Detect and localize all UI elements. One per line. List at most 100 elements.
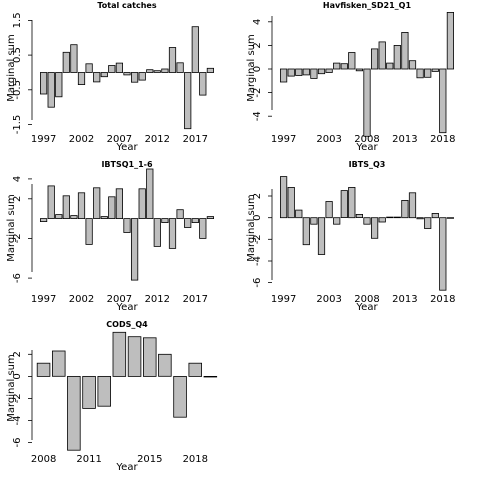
y-axis-label: Marginal sum bbox=[6, 194, 17, 262]
y-axis-label: Marginal sum bbox=[246, 34, 257, 102]
panel-title: Havfisken_SD21_Q1 bbox=[323, 1, 412, 10]
x-ticks: 2008 2011 2015 2018 bbox=[31, 454, 208, 465]
bars bbox=[40, 168, 214, 281]
y-tick-label: 0.5 bbox=[12, 47, 23, 63]
x-tick-label: 2012 bbox=[145, 134, 170, 145]
bar-2019 bbox=[206, 216, 214, 220]
y-tick-label: -6 bbox=[12, 273, 23, 283]
bar-2009 bbox=[370, 48, 379, 70]
bar-2016 bbox=[158, 353, 172, 377]
bars bbox=[40, 26, 214, 130]
bar-2004 bbox=[93, 187, 101, 219]
x-ticks: 1997 2002 2007 2012 2017 bbox=[31, 294, 208, 305]
panel-ibtsq1-1-6: IBTSQ1_1-6 Year Marginal sum 1997 2002 200… bbox=[6, 160, 214, 313]
bar-2013 bbox=[161, 68, 169, 73]
y-ticks: -4 -2 0 2 4 bbox=[252, 19, 272, 121]
panel-title: Total catches bbox=[97, 1, 156, 10]
x-axis-label: Year bbox=[115, 142, 138, 153]
x-tick-label: 2002 bbox=[69, 294, 94, 305]
bar-1999 bbox=[295, 68, 303, 76]
bar-2012 bbox=[97, 375, 112, 407]
bar-2016 bbox=[424, 68, 432, 78]
bar-2018 bbox=[199, 72, 207, 96]
y-tick-label: 2 bbox=[252, 42, 263, 48]
panel-havfisken-sd21-q1: Havfisken_SD21_Q1 Year Marginal sum 1997… bbox=[246, 1, 456, 153]
x-tick-label: 2013 bbox=[392, 294, 417, 305]
bar-1997 bbox=[279, 68, 288, 83]
x-tick-label: 2013 bbox=[392, 134, 417, 145]
bars bbox=[36, 331, 218, 451]
bar-2013 bbox=[401, 199, 409, 219]
y-ticks: -1.5 -0.5 0.5 1.5 bbox=[12, 12, 32, 134]
x-tick-label: 1997 bbox=[31, 134, 56, 145]
panel-cods-q4: CODS_Q4 Year Marginal sum 2008 2011 2015 20… bbox=[6, 320, 218, 473]
bar-2009 bbox=[370, 217, 379, 239]
bar-2003 bbox=[325, 68, 333, 73]
bar-2008 bbox=[363, 217, 371, 225]
panel-ibts-q3: IBTS_Q3 Year Marginal sum 1997 2003 2008 20… bbox=[246, 160, 456, 313]
bar-2001 bbox=[310, 217, 318, 225]
bar-2007 bbox=[115, 62, 123, 73]
x-tick-label: 2007 bbox=[107, 134, 132, 145]
panel-title: IBTSQ1_1-6 bbox=[101, 160, 153, 169]
bar-2011 bbox=[386, 62, 394, 70]
bar-1998 bbox=[47, 185, 55, 219]
x-tick-label: 2012 bbox=[145, 294, 170, 305]
bar-2002 bbox=[317, 217, 326, 255]
x-ticks: 1997 2002 2007 2012 2017 bbox=[31, 134, 208, 145]
bar-1998 bbox=[287, 186, 295, 219]
x-tick-label: 2007 bbox=[107, 294, 132, 305]
bar-2008 bbox=[363, 68, 371, 137]
bar-2009 bbox=[52, 350, 66, 377]
y-tick-label: 4 bbox=[12, 176, 23, 182]
bar-1997 bbox=[40, 218, 48, 223]
y-tick-label: -4 bbox=[252, 256, 263, 266]
bar-2019 bbox=[446, 11, 455, 70]
bar-2014 bbox=[168, 47, 177, 73]
bar-2012 bbox=[153, 70, 161, 73]
y-tick-label: -4 bbox=[12, 416, 23, 426]
bar-2013 bbox=[401, 32, 409, 70]
x-tick-label: 2011 bbox=[76, 454, 101, 465]
y-axis-label: Marginal sum bbox=[246, 194, 257, 262]
bar-2019 bbox=[446, 217, 455, 219]
bar-2012 bbox=[393, 45, 401, 70]
bar-2014 bbox=[408, 192, 417, 219]
bar-2017 bbox=[431, 68, 439, 72]
x-axis-label: Year bbox=[355, 142, 378, 153]
bar-2011 bbox=[146, 69, 154, 73]
y-ticks: -6 -2 2 4 bbox=[12, 176, 32, 283]
bar-2014 bbox=[168, 218, 177, 249]
bar-2002 bbox=[77, 72, 86, 86]
bar-2007 bbox=[355, 68, 364, 72]
bar-1998 bbox=[47, 72, 55, 108]
bar-2010 bbox=[138, 188, 146, 220]
bar-2010 bbox=[138, 72, 146, 81]
bar-2012 bbox=[153, 218, 161, 247]
bar-2013 bbox=[161, 218, 169, 224]
y-ticks: -6 -4 -2 0 2 bbox=[252, 193, 272, 288]
bar-2006 bbox=[108, 65, 116, 73]
bar-2010 bbox=[378, 217, 386, 223]
bar-2010 bbox=[378, 41, 386, 70]
bar-2016 bbox=[184, 72, 192, 130]
bar-2001 bbox=[70, 44, 78, 73]
bar-2015 bbox=[142, 337, 157, 377]
bar-2005 bbox=[100, 72, 108, 78]
bar-1997 bbox=[40, 72, 48, 95]
bar-2004 bbox=[333, 217, 341, 225]
bar-2001 bbox=[70, 215, 78, 220]
x-tick-label: 2008 bbox=[31, 454, 56, 465]
y-tick-label: 2 bbox=[12, 351, 23, 357]
y-tick-label: 2 bbox=[252, 193, 263, 199]
x-tick-label: 2003 bbox=[316, 134, 341, 145]
bar-2011 bbox=[82, 375, 96, 409]
bar-2011 bbox=[146, 168, 154, 219]
y-ticks: -6 -4 -2 0 2 bbox=[12, 351, 32, 447]
bar-2012 bbox=[393, 216, 401, 219]
bar-2018 bbox=[439, 68, 447, 134]
bar-2009 bbox=[130, 72, 139, 83]
x-tick-label: 2003 bbox=[316, 294, 341, 305]
bar-1999 bbox=[295, 209, 303, 219]
